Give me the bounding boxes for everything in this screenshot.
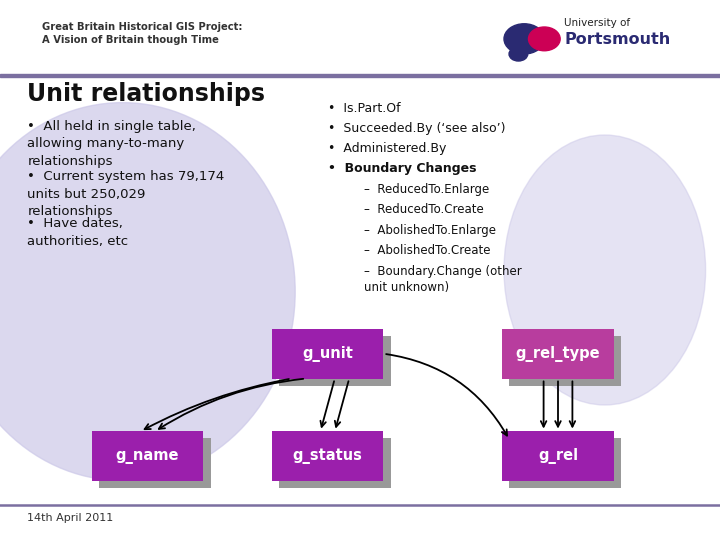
Text: •  Have dates,
authorities, etc: • Have dates, authorities, etc [27, 217, 128, 247]
Text: •  Current system has 79,174
units but 250,029
relationships: • Current system has 79,174 units but 25… [27, 170, 225, 218]
Text: –  ReducedTo.Create: – ReducedTo.Create [364, 203, 483, 216]
Text: Unit relationships: Unit relationships [27, 82, 266, 106]
Text: –  ReducedTo.Enlarge: – ReducedTo.Enlarge [364, 183, 489, 195]
FancyBboxPatch shape [272, 329, 383, 379]
Text: –  Boundary.Change (other
unit unknown): – Boundary.Change (other unit unknown) [364, 265, 521, 294]
Text: •  Succeeded.By (‘see also’): • Succeeded.By (‘see also’) [328, 122, 505, 135]
Ellipse shape [0, 103, 295, 481]
Text: •  Is.Part.Of: • Is.Part.Of [328, 102, 400, 114]
Ellipse shape [504, 135, 706, 405]
FancyBboxPatch shape [279, 336, 390, 386]
Text: •  Administered.By: • Administered.By [328, 142, 446, 155]
FancyBboxPatch shape [503, 329, 614, 379]
Text: University of: University of [564, 18, 631, 29]
FancyBboxPatch shape [510, 438, 621, 488]
FancyBboxPatch shape [99, 438, 210, 488]
Text: g_rel: g_rel [538, 448, 578, 464]
Circle shape [504, 24, 544, 54]
Text: A Vision of Britain though Time: A Vision of Britain though Time [42, 35, 219, 45]
Bar [0, 74, 720, 77]
FancyBboxPatch shape [92, 431, 203, 481]
Text: –  AbolishedTo.Enlarge: – AbolishedTo.Enlarge [364, 224, 495, 237]
Text: –  AbolishedTo.Create: – AbolishedTo.Create [364, 244, 490, 257]
Text: g_name: g_name [116, 449, 179, 464]
FancyBboxPatch shape [510, 336, 621, 386]
Text: g_unit: g_unit [302, 346, 353, 362]
Text: Great Britain Historical GIS Project:: Great Britain Historical GIS Project: [42, 22, 242, 32]
Text: Portsmouth: Portsmouth [564, 32, 671, 48]
Text: •  All held in single table,
allowing many-to-many
relationships: • All held in single table, allowing man… [27, 120, 197, 168]
Text: 14th April 2011: 14th April 2011 [27, 513, 114, 523]
Text: g_rel_type: g_rel_type [516, 346, 600, 362]
Circle shape [509, 47, 528, 61]
FancyBboxPatch shape [272, 431, 383, 481]
FancyBboxPatch shape [279, 438, 390, 488]
Circle shape [528, 27, 560, 51]
FancyBboxPatch shape [503, 431, 614, 481]
Text: •  Boundary Changes: • Boundary Changes [328, 162, 476, 175]
Text: g_status: g_status [292, 449, 363, 464]
